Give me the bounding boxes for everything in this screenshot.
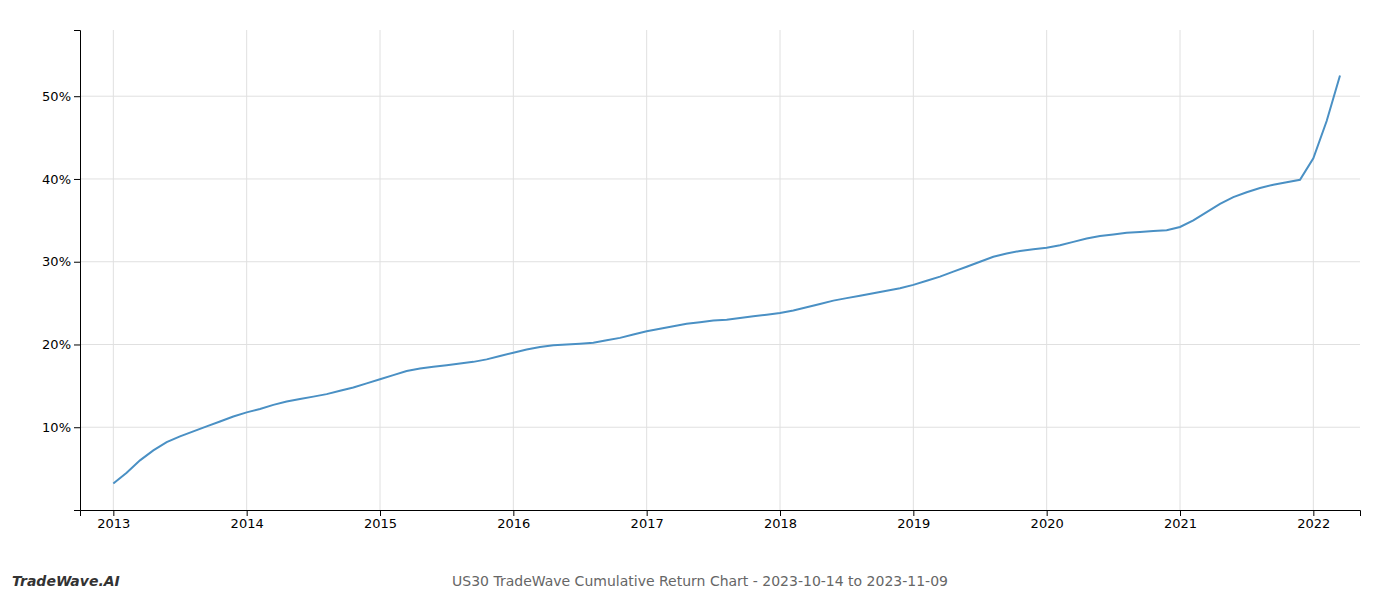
tick-label: 2022 [1297,516,1330,531]
tick: 2016 [497,510,530,531]
title: US30 TradeWave Cumulative Return Chart -… [452,573,948,589]
tick-mark [247,510,248,516]
tick: 10% [42,420,80,435]
tick-mark [1180,510,1181,516]
grid-line [913,30,914,510]
tick-label: 2018 [764,516,797,531]
tick: 2018 [764,510,797,531]
tick-mark [74,96,80,97]
tick-mark [74,344,80,345]
tick: 2019 [897,510,930,531]
tick-mark [513,510,514,516]
grid-line [513,30,514,510]
tick-label: 2014 [231,516,264,531]
grid [80,30,1360,510]
tick-mark [780,510,781,516]
grid-line [780,30,781,510]
axis-line [81,511,1361,517]
plot: 2013 2014 2015 2016 2017 2018 2019 2020 2021 2022… [42,30,1360,531]
tick-mark [647,510,648,516]
tick-mark [74,179,80,180]
tick-label: 2013 [97,516,130,531]
tick: 2013 [97,510,130,531]
tick: 2015 [364,510,397,531]
chart: 2013 2014 2015 2016 2017 2018 2019 2020 2021 2022… [0,0,1400,600]
tick-label: 2017 [631,516,664,531]
tick-label: 2021 [1164,516,1197,531]
marks [113,76,1340,484]
grid-line [80,344,1360,345]
grid-line [80,178,1360,179]
tick: 2021 [1164,510,1197,531]
x-axis: 2013 2014 2015 2016 2017 2018 2019 2020 2021 2022 [81,510,1361,531]
tick-mark [1047,510,1048,516]
tick: 50% [42,89,80,104]
tick-mark [74,427,80,428]
tick: 40% [42,172,80,187]
tick-mark [913,510,914,516]
grid-line [80,261,1360,262]
tick-mark [380,510,381,516]
grid-line [1313,30,1314,510]
tick-label: 30% [42,254,71,269]
grid-line [380,30,381,510]
tick-label: 2015 [364,516,397,531]
grid-line [113,30,114,510]
grid-line [1046,30,1047,510]
tick: 30% [42,254,80,269]
tick-mark [74,262,80,263]
tick: 2022 [1297,510,1330,531]
tick-label: 40% [42,172,71,187]
tick-label: 20% [42,337,71,352]
tick: 2017 [631,510,664,531]
tick-label: 2016 [497,516,530,531]
y-axis: 10% 20% 30% 40% 50% [42,31,80,511]
tick: 2014 [231,510,264,531]
tick-mark [113,510,114,516]
axis-line [74,31,81,511]
line [113,76,1340,484]
tick-label: 2020 [1031,516,1064,531]
grid-line [80,96,1360,97]
tick-label: 10% [42,420,71,435]
tick-label: 50% [42,89,71,104]
tick: 2020 [1031,510,1064,531]
tick-mark [1313,510,1314,516]
grid-line [1180,30,1181,510]
watermark: TradeWave.AI [12,573,120,589]
grid-line [646,30,647,510]
grid-line [246,30,247,510]
tick: 20% [42,337,80,352]
grid-line [80,427,1360,428]
tick-label: 2019 [897,516,930,531]
